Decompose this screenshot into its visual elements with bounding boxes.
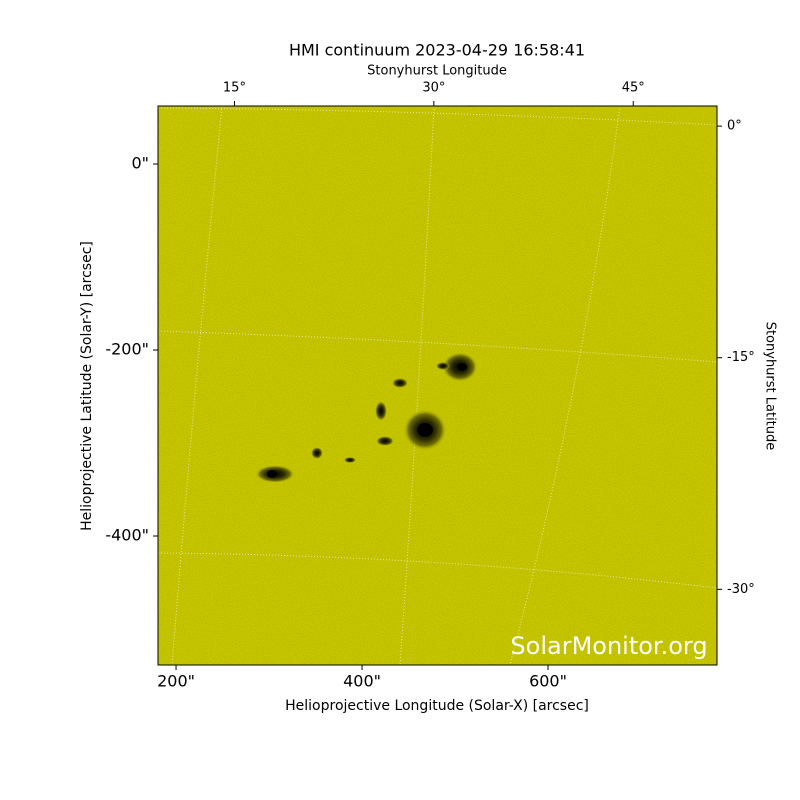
x2-tick-label: 15°: [223, 81, 246, 96]
x2-axis-label: Stonyhurst Longitude: [367, 64, 507, 79]
sunspots: [255, 352, 478, 483]
image-texture: [158, 106, 717, 665]
sunspot: [376, 436, 394, 446]
sunspot: [375, 401, 387, 421]
plot-frame: [157, 105, 718, 666]
x-tick-label: 600": [529, 672, 567, 691]
y-tick-label: -200": [105, 340, 149, 359]
x-axis-label: Helioprojective Longitude (Solar-X) [arc…: [285, 698, 589, 714]
y-axis-label: Helioprojective Latitude (Solar-Y) [arcs…: [79, 241, 95, 531]
x2-tick-label: 30°: [422, 81, 445, 96]
sunspot-umbra: [457, 363, 467, 371]
grid-line: [158, 330, 717, 363]
coordinate-grid: [158, 106, 717, 665]
x2-tick-label: 45°: [622, 81, 645, 96]
sunspot: [392, 378, 408, 388]
x-tick-label: 200": [157, 672, 195, 691]
y2-axis-label: Stonyhurst Latitude: [763, 322, 778, 451]
y2-tick-label: -15°: [727, 350, 755, 365]
sunspot: [311, 447, 323, 459]
sunspot: [436, 362, 450, 370]
sunspot: [344, 457, 356, 463]
sunspot-umbra: [267, 470, 277, 478]
sunspot-umbra: [417, 423, 433, 437]
grid-line: [509, 106, 621, 665]
x-tick-label: 400": [343, 672, 381, 691]
y-tick-label: -400": [105, 526, 149, 545]
grid-line: [158, 107, 717, 126]
chart-title: HMI continuum 2023-04-29 16:58:41: [289, 41, 585, 60]
grid-line: [158, 552, 717, 589]
y-tick-label: 0": [131, 154, 149, 173]
y2-tick-label: 0°: [727, 119, 742, 134]
y2-tick-label: -30°: [727, 582, 755, 597]
watermark: SolarMonitor.org: [510, 632, 707, 660]
